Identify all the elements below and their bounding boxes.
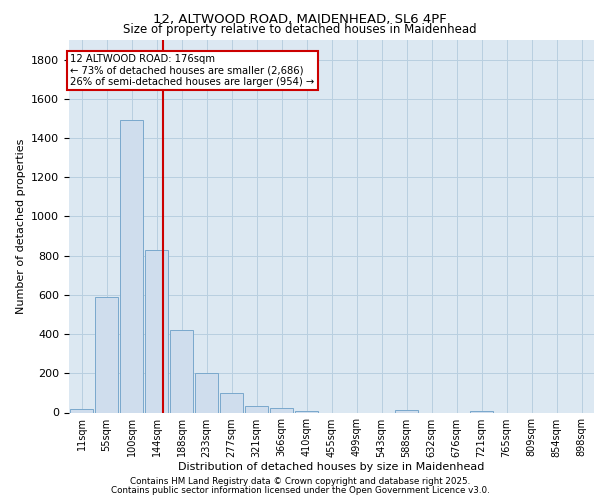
Bar: [170, 330, 193, 412]
Bar: [220, 393, 244, 412]
Bar: [245, 406, 268, 412]
Bar: [194, 374, 218, 412]
Bar: [70, 408, 94, 412]
Bar: [395, 410, 418, 412]
Bar: [295, 410, 319, 412]
Y-axis label: Number of detached properties: Number of detached properties: [16, 138, 26, 314]
X-axis label: Distribution of detached houses by size in Maidenhead: Distribution of detached houses by size …: [178, 462, 485, 472]
Text: Contains HM Land Registry data © Crown copyright and database right 2025.: Contains HM Land Registry data © Crown c…: [130, 477, 470, 486]
Bar: [95, 297, 118, 412]
Text: 12, ALTWOOD ROAD, MAIDENHEAD, SL6 4PF: 12, ALTWOOD ROAD, MAIDENHEAD, SL6 4PF: [153, 12, 447, 26]
Text: 12 ALTWOOD ROAD: 176sqm
← 73% of detached houses are smaller (2,686)
26% of semi: 12 ALTWOOD ROAD: 176sqm ← 73% of detache…: [70, 54, 314, 87]
Text: Size of property relative to detached houses in Maidenhead: Size of property relative to detached ho…: [123, 22, 477, 36]
Bar: [145, 250, 169, 412]
Text: Contains public sector information licensed under the Open Government Licence v3: Contains public sector information licen…: [110, 486, 490, 495]
Bar: [470, 410, 493, 412]
Bar: [119, 120, 143, 412]
Bar: [269, 408, 293, 412]
